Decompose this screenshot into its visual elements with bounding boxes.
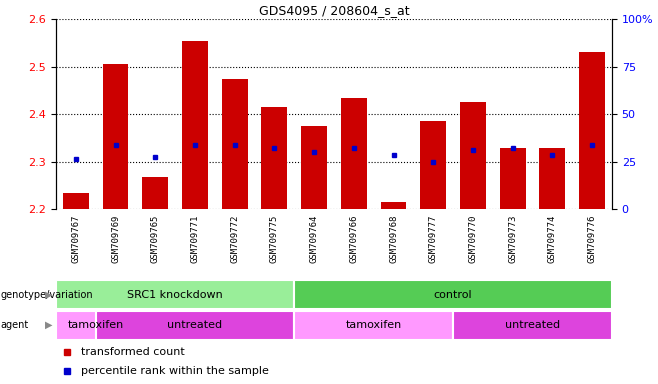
Text: control: control <box>434 290 472 300</box>
Bar <box>420 121 446 209</box>
Text: GSM709764: GSM709764 <box>309 215 318 263</box>
Bar <box>301 126 327 209</box>
Text: untreated: untreated <box>167 320 222 331</box>
Bar <box>341 98 367 209</box>
Text: GSM709766: GSM709766 <box>349 215 359 263</box>
Text: transformed count: transformed count <box>81 347 185 358</box>
Bar <box>499 147 526 209</box>
Bar <box>453 311 612 340</box>
Text: GSM709765: GSM709765 <box>151 215 160 263</box>
Title: GDS4095 / 208604_s_at: GDS4095 / 208604_s_at <box>259 3 409 17</box>
Bar <box>56 280 294 309</box>
Text: tamoxifen: tamoxifen <box>345 320 402 331</box>
Text: GSM709773: GSM709773 <box>508 215 517 263</box>
Text: GSM709774: GSM709774 <box>548 215 557 263</box>
Text: GSM709770: GSM709770 <box>468 215 478 263</box>
Text: percentile rank within the sample: percentile rank within the sample <box>81 366 269 376</box>
Text: GSM709772: GSM709772 <box>230 215 239 263</box>
Text: genotype/variation: genotype/variation <box>1 290 93 300</box>
Bar <box>294 311 453 340</box>
Bar <box>380 202 407 209</box>
Bar <box>95 311 294 340</box>
Bar <box>579 53 605 209</box>
Text: tamoxifen: tamoxifen <box>68 320 124 331</box>
Text: ▶: ▶ <box>45 320 53 330</box>
Text: GSM709776: GSM709776 <box>588 215 597 263</box>
Text: GSM709768: GSM709768 <box>389 215 398 263</box>
Bar <box>142 177 168 209</box>
Bar <box>222 79 247 209</box>
Text: SRC1 knockdown: SRC1 knockdown <box>127 290 223 300</box>
Text: GSM709771: GSM709771 <box>190 215 199 263</box>
Text: agent: agent <box>1 320 29 330</box>
Text: untreated: untreated <box>505 320 560 331</box>
Bar <box>56 311 136 340</box>
Bar <box>294 280 612 309</box>
Text: GSM709769: GSM709769 <box>111 215 120 263</box>
Text: GSM709777: GSM709777 <box>429 215 438 263</box>
Bar <box>182 41 208 209</box>
Bar <box>103 65 128 209</box>
Bar <box>261 107 288 209</box>
Text: ▶: ▶ <box>45 290 53 300</box>
Bar <box>460 103 486 209</box>
Bar <box>540 147 565 209</box>
Text: GSM709767: GSM709767 <box>71 215 80 263</box>
Bar <box>63 193 89 209</box>
Text: GSM709775: GSM709775 <box>270 215 279 263</box>
